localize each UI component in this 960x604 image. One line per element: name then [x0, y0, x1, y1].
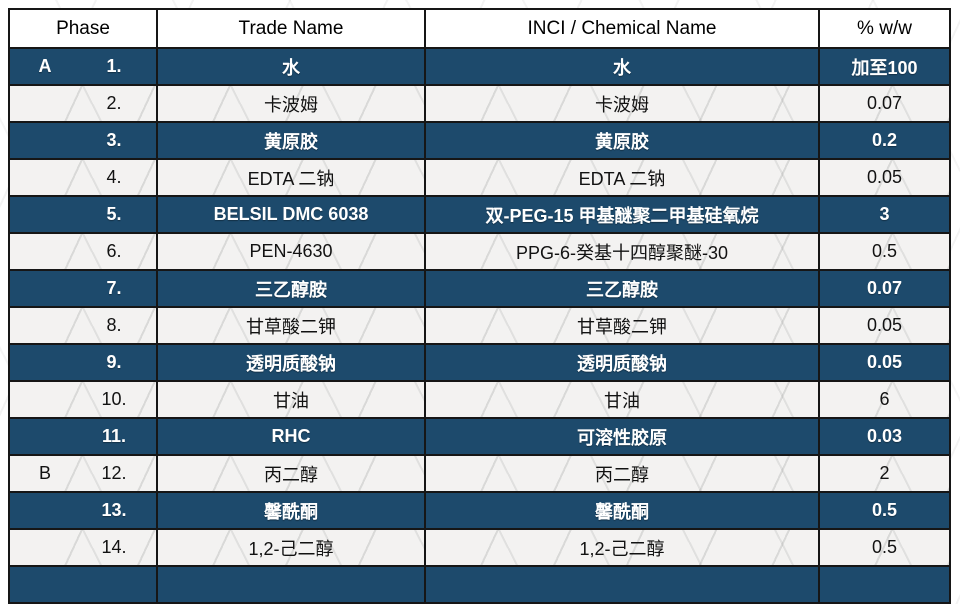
trade-name-cell: 甘油: [156, 380, 426, 419]
table-row: 6. PEN-4630 PPG-6-癸基十四醇聚醚-30 0.5: [8, 232, 951, 271]
column-header-phase: Phase: [8, 8, 158, 49]
row-number: 11.: [101, 426, 127, 446]
row-number: 9.: [106, 352, 122, 372]
percent-cell: 0.2: [818, 121, 951, 160]
inci-name-cell: 1,2-己二醇: [424, 528, 820, 567]
percent-cell: 0.05: [818, 158, 951, 197]
trade-name-cell: PEN-4630: [156, 232, 426, 271]
inci-name-cell: 黄原胶: [424, 121, 820, 160]
formulation-table-body: A 1. 水 水 加至100 2. 卡波姆 卡波姆 0.07 3. 黄原胶 黄原…: [8, 47, 951, 604]
table-row: 3. 黄原胶 黄原胶 0.2: [8, 121, 951, 160]
table-row: 9. 透明质酸钠 透明质酸钠 0.05: [8, 343, 951, 382]
table-row: 8. 甘草酸二钾 甘草酸二钾 0.05: [8, 306, 951, 345]
trade-name-cell: EDTA 二钠: [156, 158, 426, 197]
table-row: 11. RHC 可溶性胶原 0.03: [8, 417, 951, 456]
trade-name-cell: 黄原胶: [156, 121, 426, 160]
inci-name-cell: 卡波姆: [424, 84, 820, 123]
inci-name-cell: 双-PEG-15 甲基醚聚二甲基硅氧烷: [424, 195, 820, 234]
table-row: 7. 三乙醇胺 三乙醇胺 0.07: [8, 269, 951, 308]
table-row: 14. 1,2-己二醇 1,2-己二醇 0.5: [8, 528, 951, 567]
phase-cell: 9.: [8, 343, 158, 382]
trade-name-cell: 三乙醇胺: [156, 269, 426, 308]
phase-cell: 5.: [8, 195, 158, 234]
row-number: 4.: [106, 167, 122, 187]
percent-cell: 2: [818, 454, 951, 493]
phase-cell: 2.: [8, 84, 158, 123]
trade-name-cell: 水: [156, 47, 426, 86]
phase-letter: A: [38, 56, 52, 76]
phase-cell: 8.: [8, 306, 158, 345]
percent-cell: 0.05: [818, 306, 951, 345]
column-header-percent-ww: % w/w: [818, 8, 951, 49]
row-number: 6.: [106, 241, 122, 261]
inci-name-cell: 馨酰酮: [424, 491, 820, 530]
table-row: 13. 馨酰酮 馨酰酮 0.5: [8, 491, 951, 530]
trade-name-cell: 丙二醇: [156, 454, 426, 493]
inci-name-cell: 透明质酸钠: [424, 343, 820, 382]
phase-cell: 4.: [8, 158, 158, 197]
inci-name-cell: [424, 565, 820, 604]
row-number: 13.: [101, 500, 127, 520]
inci-name-cell: EDTA 二钠: [424, 158, 820, 197]
trade-name-cell: 透明质酸钠: [156, 343, 426, 382]
trade-name-cell: BELSIL DMC 6038: [156, 195, 426, 234]
trade-name-cell: 卡波姆: [156, 84, 426, 123]
phase-cell: 7.: [8, 269, 158, 308]
phase-cell: A 1.: [8, 47, 158, 86]
table-row: [8, 565, 951, 604]
table-row: B 12. 丙二醇 丙二醇 2: [8, 454, 951, 493]
row-number: 5.: [106, 204, 122, 224]
row-number: 7.: [106, 278, 122, 298]
table-row: A 1. 水 水 加至100: [8, 47, 951, 86]
phase-cell: B 12.: [8, 454, 158, 493]
row-number: 1.: [106, 56, 122, 76]
inci-name-cell: 可溶性胶原: [424, 417, 820, 456]
column-header-trade-name: Trade Name: [156, 8, 426, 49]
percent-cell: 0.05: [818, 343, 951, 382]
formulation-table: Phase Trade Name INCI / Chemical Name % …: [8, 8, 951, 604]
table-row: 2. 卡波姆 卡波姆 0.07: [8, 84, 951, 123]
phase-cell: [8, 565, 158, 604]
percent-cell: 0.5: [818, 528, 951, 567]
inci-name-cell: 水: [424, 47, 820, 86]
column-header-inci-chemical-name: INCI / Chemical Name: [424, 8, 820, 49]
phase-cell: 11.: [8, 417, 158, 456]
trade-name-cell: [156, 565, 426, 604]
row-number: 2.: [106, 93, 122, 113]
phase-cell: 13.: [8, 491, 158, 530]
header-row: Phase Trade Name INCI / Chemical Name % …: [8, 8, 951, 49]
row-number: 14.: [101, 537, 127, 557]
table-row: 10. 甘油 甘油 6: [8, 380, 951, 419]
trade-name-cell: 甘草酸二钾: [156, 306, 426, 345]
phase-cell: 6.: [8, 232, 158, 271]
phase-cell: 14.: [8, 528, 158, 567]
row-number: 3.: [106, 130, 122, 150]
phase-letter: B: [38, 463, 51, 483]
phase-cell: 3.: [8, 121, 158, 160]
percent-cell: 0.5: [818, 491, 951, 530]
percent-cell: 0.03: [818, 417, 951, 456]
percent-cell: [818, 565, 951, 604]
inci-name-cell: PPG-6-癸基十四醇聚醚-30: [424, 232, 820, 271]
phase-cell: 10.: [8, 380, 158, 419]
table-row: 5. BELSIL DMC 6038 双-PEG-15 甲基醚聚二甲基硅氧烷 3: [8, 195, 951, 234]
row-number: 10.: [101, 389, 127, 409]
table-row: 4. EDTA 二钠 EDTA 二钠 0.05: [8, 158, 951, 197]
row-number: 12.: [101, 463, 127, 483]
inci-name-cell: 三乙醇胺: [424, 269, 820, 308]
trade-name-cell: 馨酰酮: [156, 491, 426, 530]
percent-cell: 0.5: [818, 232, 951, 271]
percent-cell: 3: [818, 195, 951, 234]
row-number: 8.: [106, 315, 122, 335]
trade-name-cell: 1,2-己二醇: [156, 528, 426, 567]
percent-cell: 加至100: [818, 47, 951, 86]
inci-name-cell: 甘油: [424, 380, 820, 419]
percent-cell: 0.07: [818, 269, 951, 308]
trade-name-cell: RHC: [156, 417, 426, 456]
inci-name-cell: 甘草酸二钾: [424, 306, 820, 345]
table-header: Phase Trade Name INCI / Chemical Name % …: [8, 8, 951, 49]
percent-cell: 6: [818, 380, 951, 419]
percent-cell: 0.07: [818, 84, 951, 123]
inci-name-cell: 丙二醇: [424, 454, 820, 493]
